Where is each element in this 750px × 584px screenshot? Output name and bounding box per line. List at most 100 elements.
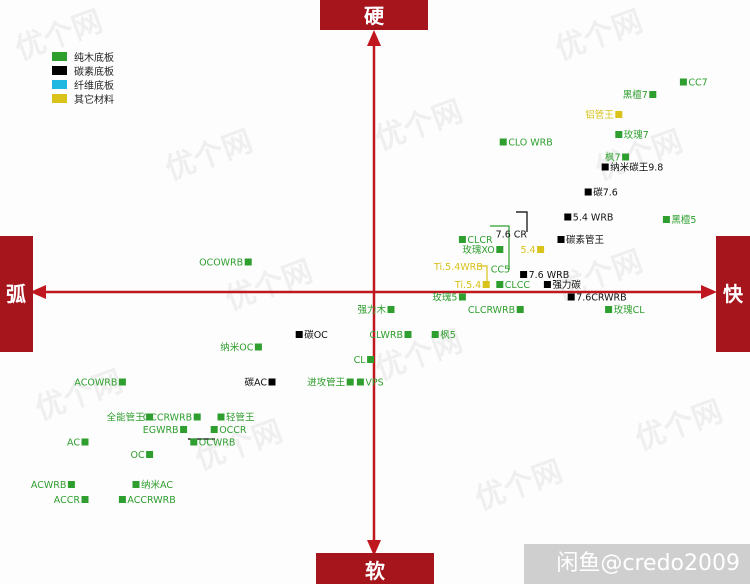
point-marker [584, 188, 592, 196]
axes [30, 30, 717, 556]
axis-label-right: 快 [716, 236, 750, 352]
data-point: ACWRB [31, 480, 75, 491]
point-label: OCCR [219, 425, 247, 436]
data-point: CLCRWRB [468, 305, 524, 316]
data-point: OCWRB [190, 438, 235, 449]
point-marker [543, 281, 551, 288]
credit-text: 闲鱼@credo2009 [556, 551, 740, 576]
point-label: 玫瑰XO [462, 244, 494, 256]
point-marker [601, 163, 609, 171]
point-label: OCWRB [199, 438, 236, 449]
callout-line-7-6-cr [516, 211, 528, 232]
point-label: 强力碳 [552, 279, 581, 291]
point-label: 7.6CRWRB [576, 293, 626, 304]
data-point: CLCR [458, 235, 493, 246]
arrow-up-icon [367, 30, 381, 46]
point-marker [67, 481, 75, 488]
point-marker [615, 131, 623, 138]
point-marker [387, 306, 395, 313]
point-label: 7.6 WRB [529, 270, 570, 281]
data-point: CL [354, 355, 375, 366]
data-point: 全能管王 [107, 412, 154, 424]
data-point: 纳米碳王9.8 [601, 162, 663, 174]
axis-label-bottom-text: 软 [365, 559, 385, 583]
data-point: OCOWRB [199, 258, 252, 269]
point-label: CLWRB [369, 330, 403, 341]
data-point: 5.4 [520, 245, 545, 256]
point-label: ACOWRB [74, 378, 117, 389]
point-label: 5.4 [520, 245, 535, 256]
point-label: 7.6 CR [496, 230, 528, 241]
point-marker [346, 378, 354, 386]
watermark-text: 优个网 [551, 4, 648, 68]
point-label: VPS [365, 378, 383, 389]
point-label: CLCC [505, 280, 531, 291]
point-marker [118, 496, 126, 503]
point-label: Ti.5.4 [454, 280, 481, 291]
data-point: 玫瑰5 [432, 292, 466, 304]
data-point: CC7 [679, 78, 708, 89]
point-marker [520, 271, 528, 278]
point-marker [146, 413, 154, 421]
point-marker [679, 78, 687, 86]
point-marker [499, 138, 507, 146]
legend-swatch-other [52, 94, 67, 103]
point-label: 5.4 WRB [573, 213, 614, 224]
point-label: CLO WRB [508, 138, 553, 149]
point-marker [190, 438, 198, 446]
data-point: 轻管王 [217, 412, 255, 424]
point-label: Ti.5.4WRB [433, 262, 483, 273]
point-label: 玫瑰7 [624, 129, 649, 141]
axis-label-bottom: 软 [316, 553, 434, 584]
point-label: CLCR [467, 235, 493, 246]
point-marker [254, 343, 262, 351]
data-point: 纳米OC [220, 342, 262, 354]
point-marker [367, 356, 375, 363]
legend-label-fiber: 纤维底板 [74, 79, 114, 92]
point-marker [81, 496, 89, 503]
point-label: 纳米AC [141, 479, 173, 491]
legend-swatch-fiber [52, 80, 67, 89]
data-point: OCCRWRB [143, 413, 201, 424]
point-label: ACCR [54, 495, 81, 506]
point-marker [244, 258, 252, 266]
point-label: 全能管王 [107, 412, 146, 424]
data-point: 5.4 WRB [564, 213, 613, 224]
watermark-text: 优个网 [371, 94, 468, 158]
point-marker [496, 281, 504, 288]
data-point: CLWRB [369, 330, 412, 341]
data-point: 碳OC [295, 329, 328, 341]
point-marker [564, 213, 572, 221]
point-label: 玫瑰5 [432, 292, 457, 304]
point-marker [557, 236, 565, 243]
data-point: 玫瑰XO [462, 244, 504, 256]
data-point: 枫7 [605, 152, 630, 164]
point-marker [295, 331, 303, 338]
point-marker [180, 426, 188, 433]
point-marker [482, 281, 490, 288]
data-point: OCCR [210, 425, 247, 436]
point-label: 纳米碳王9.8 [610, 162, 663, 174]
point-label: 黑檀5 [671, 214, 696, 226]
point-label: 黑檀7 [623, 89, 648, 101]
point-marker [193, 413, 201, 421]
data-point: ACOWRB [74, 378, 126, 389]
point-label: 枫5 [440, 329, 456, 341]
point-marker [649, 91, 657, 98]
data-point: 枫5 [431, 329, 456, 341]
point-marker [431, 331, 439, 338]
callout-line-ti54wrb [478, 265, 488, 284]
arrow-left-icon [30, 285, 46, 299]
point-marker [268, 378, 276, 386]
watermark-text: 优个网 [161, 124, 258, 188]
data-point: 铝管王 [585, 109, 623, 121]
point-label: OC [130, 450, 144, 461]
data-point: CLO WRB [499, 138, 553, 149]
axis-label-right-text: 快 [723, 282, 744, 306]
point-marker [537, 246, 545, 253]
data-point: Ti.5.4WRB [433, 262, 483, 273]
point-label: 铝管王 [585, 109, 614, 121]
